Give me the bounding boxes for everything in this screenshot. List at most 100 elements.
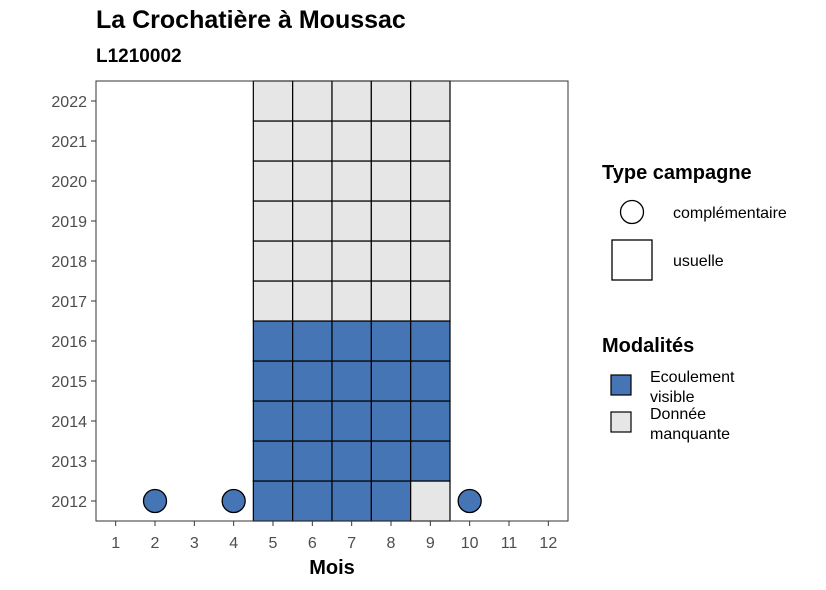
heatmap-cell <box>410 480 451 522</box>
x-tick-label: 2 <box>151 535 160 552</box>
points-layer <box>142 488 482 514</box>
heatmap-cell <box>370 80 412 122</box>
heatmap-cell <box>370 480 412 522</box>
x-tick-label: 1 <box>111 535 120 552</box>
chart-title: La Crochatière à Moussac <box>96 6 406 34</box>
y-tick-label: 2019 <box>51 214 87 231</box>
y-tick-label: 2021 <box>51 134 87 151</box>
y-tick-label: 2013 <box>51 454 87 471</box>
heatmap-cell <box>252 80 294 122</box>
heatmap-cell <box>252 320 294 362</box>
x-tick-label: 8 <box>387 535 396 552</box>
heatmap-cell <box>331 280 372 322</box>
heatmap-cell <box>252 160 294 202</box>
x-tick-label: 10 <box>461 535 479 552</box>
y-tick-label: 2020 <box>51 174 87 191</box>
heatmap-cell <box>292 400 333 442</box>
x-tick-label: 6 <box>308 535 317 552</box>
x-tick-label: 4 <box>229 535 238 552</box>
y-tick-label: 2017 <box>51 294 87 311</box>
cells-layer <box>252 80 451 522</box>
legend-key-modalite <box>610 374 632 396</box>
legend-label: Ecoulement <box>650 369 735 386</box>
heatmap-cell <box>331 120 372 162</box>
heatmap-cell <box>331 240 372 282</box>
chart-subtitle: L1210002 <box>96 46 182 67</box>
legend-key-complementaire <box>619 199 645 225</box>
heatmap-cell <box>370 360 412 402</box>
heatmap-cell <box>252 360 294 402</box>
heatmap-cell <box>331 400 372 442</box>
heatmap-cell <box>370 200 412 242</box>
heatmap-cell <box>252 240 294 282</box>
complementary-point <box>221 488 246 514</box>
y-axis: 2012 2013 2014 2015 2016 2017 2018 2019 2020 2021… <box>51 94 96 511</box>
x-tick-label: 9 <box>426 535 435 552</box>
heatmap-cell <box>410 200 451 242</box>
heatmap-cell <box>252 480 294 522</box>
heatmap-cell <box>292 160 333 202</box>
y-tick-label: 2015 <box>51 374 87 391</box>
heatmap-cell <box>292 480 333 522</box>
heatmap-cell <box>292 280 333 322</box>
heatmap-cell <box>252 400 294 442</box>
heatmap-cell <box>331 320 372 362</box>
y-tick-label: 2012 <box>51 494 87 511</box>
legend-label: manquante <box>650 426 730 443</box>
heatmap-cell <box>410 120 451 162</box>
heatmap-cell <box>331 200 372 242</box>
heatmap-cell <box>370 120 412 162</box>
x-tick-label: 12 <box>539 535 557 552</box>
heatmap-cell <box>331 480 372 522</box>
y-tick-label: 2022 <box>51 94 87 111</box>
heatmap-cell <box>410 320 451 362</box>
heatmap-cell <box>331 160 372 202</box>
legend-key-modalite <box>610 411 632 433</box>
legend-label: complémentaire <box>673 205 787 222</box>
legend-label: usuelle <box>673 253 724 270</box>
heatmap-cell <box>252 200 294 242</box>
legend-label: visible <box>650 389 695 406</box>
heatmap-cell <box>410 400 451 442</box>
heatmap-cell <box>410 80 451 122</box>
legend-label: Donnée <box>650 406 706 423</box>
heatmap-cell <box>292 320 333 362</box>
x-tick-label: 3 <box>190 535 199 552</box>
heatmap-cell <box>292 360 333 402</box>
complementary-point <box>457 488 482 514</box>
legend-title-type: Type campagne <box>602 162 752 184</box>
heatmap-cell <box>410 440 451 482</box>
x-axis: 1 2 3 4 5 6 7 8 9 10 11 12 <box>111 521 557 552</box>
heatmap-cell <box>292 120 333 162</box>
x-tick-label: 5 <box>269 535 278 552</box>
heatmap-cell <box>370 160 412 202</box>
legend-title-modalites: Modalités <box>602 335 694 357</box>
heatmap-cell <box>292 240 333 282</box>
heatmap-cell <box>331 80 372 122</box>
x-tick-label: 7 <box>347 535 356 552</box>
heatmap-cell <box>292 200 333 242</box>
heatmap-cell <box>370 320 412 362</box>
complementary-point <box>142 488 168 514</box>
y-tick-label: 2018 <box>51 254 87 271</box>
heatmap-cell <box>410 160 451 202</box>
heatmap-cell <box>370 240 412 282</box>
heatmap-cell <box>370 440 412 482</box>
y-tick-label: 2016 <box>51 334 87 351</box>
heatmap-cell <box>252 440 294 482</box>
heatmap-cell <box>252 280 294 322</box>
heatmap-cell <box>331 440 372 482</box>
x-tick-label: 11 <box>501 535 518 552</box>
heatmap-cell <box>370 400 412 442</box>
heatmap-cell <box>331 360 372 402</box>
heatmap-cell <box>370 280 412 322</box>
heatmap-cell <box>410 280 451 322</box>
heatmap-cell <box>252 120 294 162</box>
heatmap-cell <box>410 360 451 402</box>
legend-key-usuelle <box>611 239 653 281</box>
y-tick-label: 2014 <box>51 414 87 431</box>
heatmap-cell <box>292 80 333 122</box>
heatmap-cell <box>292 440 333 482</box>
x-axis-title: Mois <box>309 557 355 579</box>
